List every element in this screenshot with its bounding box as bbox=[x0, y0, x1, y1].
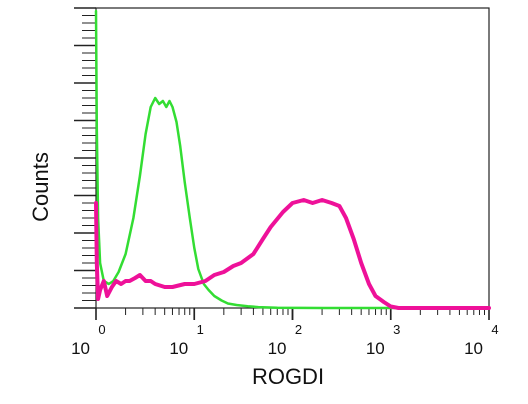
x-tick-label: 10 0 bbox=[71, 322, 106, 358]
x-tick-label: 10 1 bbox=[169, 322, 204, 358]
x-tick-label: 10 2 bbox=[268, 322, 303, 358]
x-tick-label-exponent: 0 bbox=[98, 322, 105, 337]
x-tick-label: 10 4 bbox=[464, 322, 499, 358]
x-tick-label-base: 10 bbox=[464, 339, 483, 358]
series-line-2 bbox=[94, 198, 491, 310]
x-tick-labels: 10 0 10 1 10 2 10 3 10 4 bbox=[71, 322, 499, 358]
x-axis-ticks bbox=[95, 308, 490, 320]
x-tick-label-base: 10 bbox=[366, 339, 385, 358]
x-tick-label-exponent: 1 bbox=[197, 322, 204, 337]
x-axis-label: ROGDI bbox=[252, 364, 324, 389]
x-tick-label-base: 10 bbox=[71, 339, 90, 358]
x-tick-label-exponent: 3 bbox=[393, 322, 400, 337]
series-line-1 bbox=[94, 9, 491, 310]
x-tick-label-exponent: 4 bbox=[491, 322, 498, 337]
x-tick-label-base: 10 bbox=[169, 339, 188, 358]
x-tick-label: 10 3 bbox=[366, 322, 401, 358]
y-axis-ticks bbox=[74, 7, 96, 309]
x-tick-label-exponent: 2 bbox=[295, 322, 302, 337]
x-tick-label-base: 10 bbox=[268, 339, 287, 358]
plot-frame bbox=[95, 7, 490, 309]
plot-area-border bbox=[95, 7, 490, 309]
series-layer bbox=[94, 9, 491, 310]
y-axis-label: Counts bbox=[28, 152, 53, 222]
